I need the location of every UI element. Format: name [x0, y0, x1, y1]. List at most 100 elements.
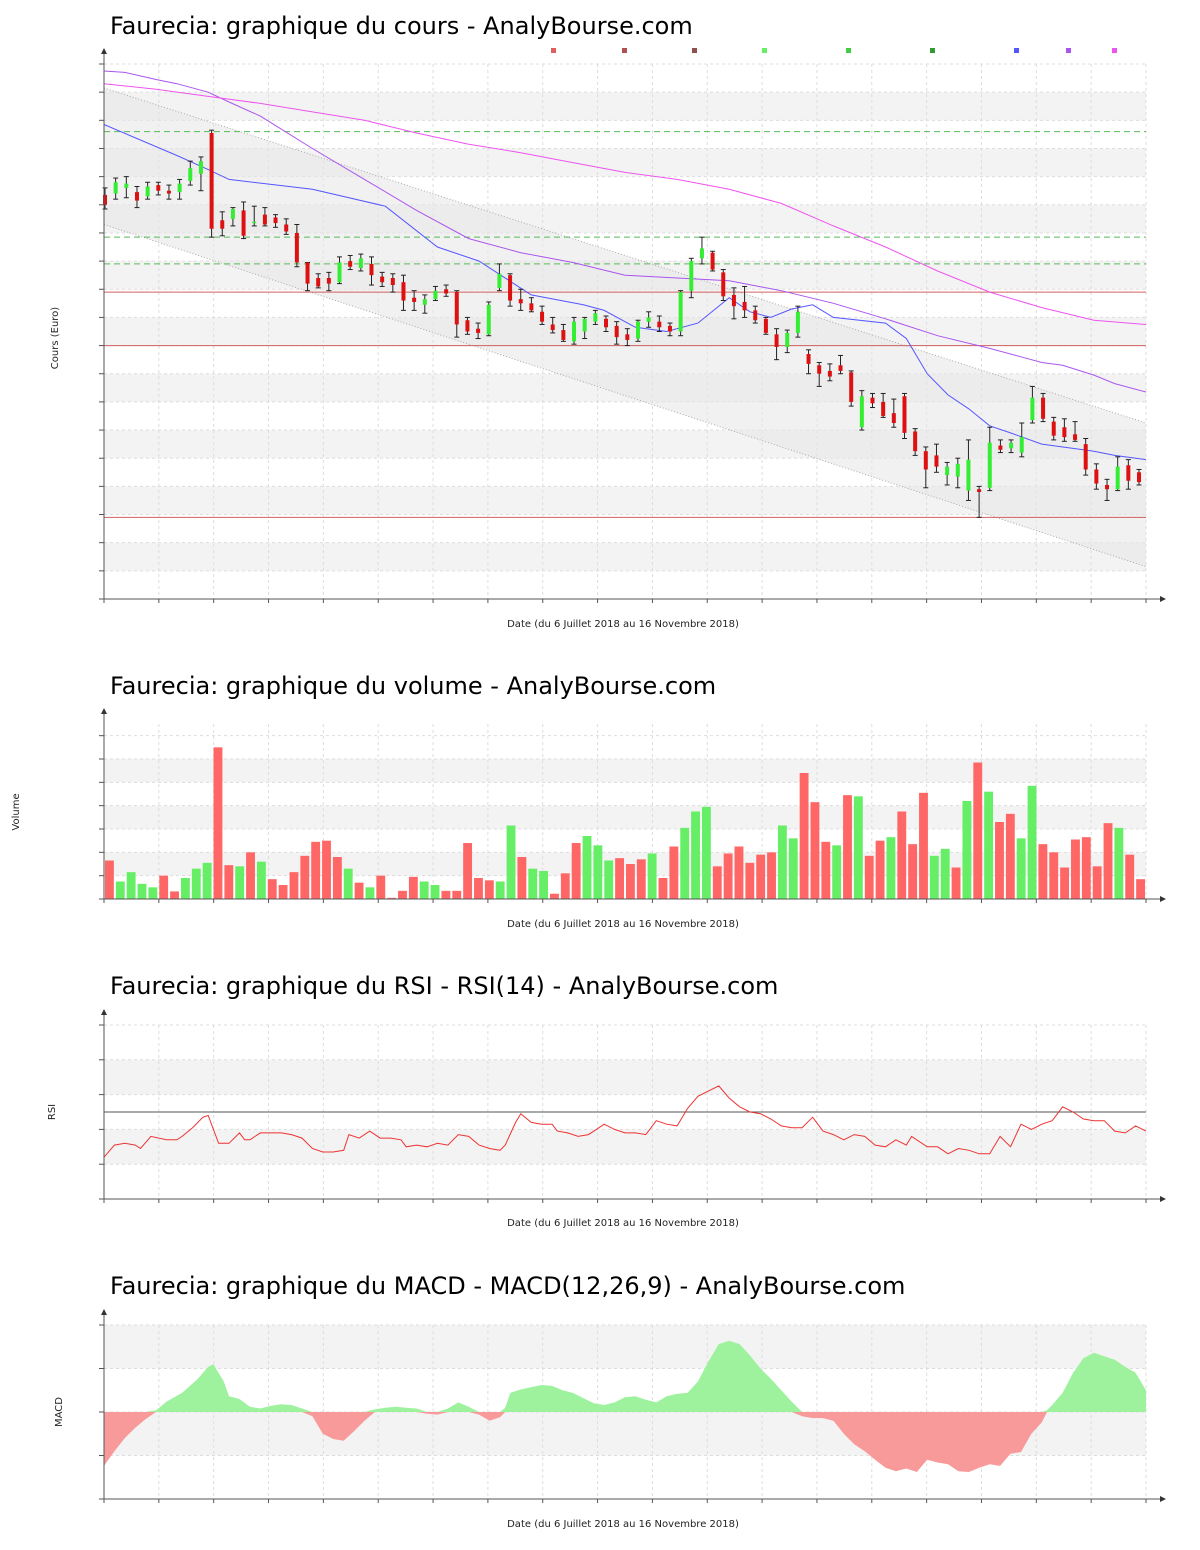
- price-band: [104, 542, 1146, 571]
- volume-bar: [235, 866, 245, 899]
- candle-body: [134, 192, 139, 201]
- volume-bar: [115, 881, 125, 899]
- legend-swatch: [622, 48, 627, 53]
- volume-bar: [984, 791, 994, 899]
- macd-chart-title: Faurecia: graphique du MACD - MACD(12,26…: [110, 1272, 905, 1300]
- price-chart-title: Faurecia: graphique du cours - AnalyBour…: [110, 12, 693, 40]
- price-candles: [102, 129, 1142, 518]
- rsi-axes: [99, 1009, 1166, 1203]
- candle-body: [678, 292, 683, 332]
- candle-body: [742, 301, 747, 311]
- volume-bars: [105, 747, 1145, 899]
- volume-band: [104, 852, 1146, 876]
- legend-swatch: [1014, 48, 1019, 53]
- candle-body: [433, 290, 438, 300]
- candle-body: [497, 273, 502, 288]
- volume-band: [104, 759, 1146, 783]
- rsi-x-axis-arrow: [1160, 1196, 1166, 1202]
- candle-body: [316, 278, 321, 287]
- volume-bar: [332, 857, 342, 899]
- rsi-chart: Faurecia: graphique du RSI - RSI(14) - A…: [47, 972, 1166, 1229]
- candle-body: [785, 332, 790, 347]
- price-chart: Faurecia: graphique du cours - AnalyBour…: [50, 12, 1166, 630]
- volume-bar: [170, 891, 179, 899]
- candle-body: [667, 325, 672, 332]
- price-y-axis-arrow: [101, 48, 107, 54]
- price-x-axis-arrow: [1160, 596, 1166, 602]
- volume-bar: [550, 893, 559, 899]
- volume-bar: [1005, 813, 1015, 899]
- volume-bar: [354, 882, 364, 899]
- volume-bar: [398, 890, 407, 899]
- volume-bar: [506, 825, 516, 899]
- volume-bar: [886, 837, 896, 899]
- volume-bar: [1016, 838, 1026, 899]
- candle-body: [1073, 434, 1078, 440]
- candle-body: [1083, 444, 1088, 470]
- candle-body: [561, 330, 566, 340]
- candle-body: [795, 311, 800, 333]
- legend-swatch: [930, 48, 935, 53]
- candle-body: [902, 396, 907, 433]
- volume-bar: [213, 747, 223, 899]
- candle-body: [870, 397, 875, 404]
- candle-body: [945, 466, 950, 476]
- volume-bar: [1071, 839, 1080, 899]
- volume-bar: [159, 875, 169, 899]
- price-x-axis-label: Date (du 6 Juillet 2018 au 16 Novembre 2…: [507, 619, 739, 630]
- candle-body: [262, 214, 267, 225]
- volume-bar: [767, 852, 776, 899]
- candle-body: [166, 190, 171, 194]
- candle-body: [518, 299, 523, 304]
- legend-swatch: [846, 48, 851, 53]
- volume-bar: [951, 867, 961, 899]
- volume-bar: [246, 852, 255, 899]
- candle-body: [294, 232, 299, 263]
- volume-bar: [463, 843, 473, 899]
- volume-bar: [995, 822, 1004, 899]
- candle-body: [103, 194, 107, 205]
- macd-x-axis-arrow: [1160, 1496, 1166, 1502]
- candle-body: [284, 224, 289, 232]
- candle-body: [593, 313, 598, 322]
- candle-body: [550, 324, 555, 331]
- rsi-line: [103, 1085, 1147, 1158]
- volume-bar: [897, 811, 907, 899]
- candle-body: [1115, 466, 1120, 490]
- candle-body: [1041, 397, 1046, 419]
- candle-body: [827, 370, 832, 377]
- volume-bar: [1081, 837, 1091, 899]
- volume-bar: [864, 855, 874, 899]
- volume-bar: [1114, 827, 1124, 899]
- candle-body: [625, 334, 630, 340]
- candle-body: [337, 262, 342, 283]
- volume-bar: [593, 845, 603, 899]
- volume-bar: [571, 843, 581, 899]
- macd-x-axis-label: Date (du 6 Juillet 2018 au 16 Novembre 2…: [507, 1519, 739, 1530]
- candle-body: [614, 325, 619, 338]
- candle-body: [305, 262, 310, 284]
- volume-x-axis-arrow: [1160, 896, 1166, 902]
- volume-bar: [604, 860, 614, 899]
- volume-bar: [1103, 823, 1113, 899]
- candle-body: [508, 275, 513, 301]
- candle-body: [582, 318, 587, 332]
- volume-bar: [1092, 866, 1102, 899]
- candle-body: [220, 220, 225, 229]
- volume-bar: [105, 860, 114, 899]
- candle-body: [380, 276, 385, 283]
- volume-bar: [1038, 844, 1048, 899]
- candle-body: [486, 304, 491, 335]
- candle-body: [1126, 465, 1131, 481]
- volume-bar: [582, 836, 592, 899]
- volume-bar: [278, 885, 288, 899]
- candle-body: [934, 455, 939, 467]
- candle-body: [422, 299, 427, 305]
- candle-body: [753, 310, 758, 321]
- volume-x-axis-label: Date (du 6 Juillet 2018 au 16 Novembre 2…: [507, 919, 739, 930]
- candle-body: [955, 463, 960, 477]
- volume-bar: [647, 853, 657, 899]
- volume-bar: [419, 881, 429, 899]
- volume-bar: [202, 862, 212, 899]
- volume-bar: [430, 885, 440, 899]
